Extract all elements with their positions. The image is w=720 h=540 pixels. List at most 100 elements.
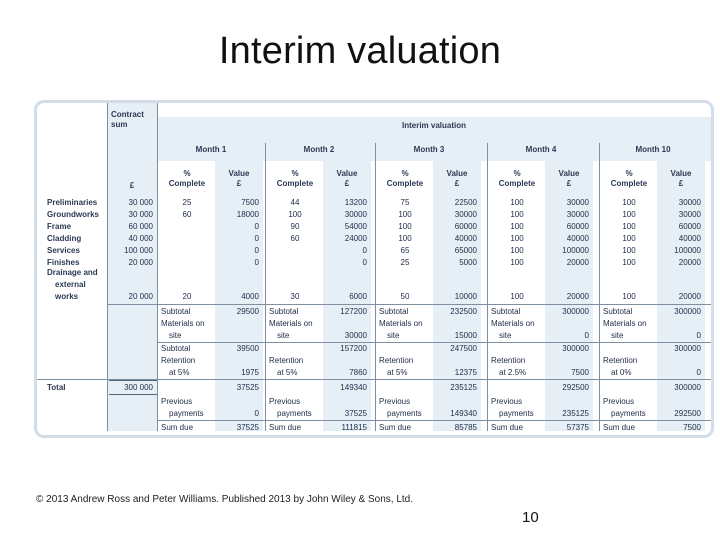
total-cell: 149340 — [340, 383, 367, 392]
pct-cell: 100 — [622, 292, 636, 301]
value-cell: 30000 — [678, 210, 701, 219]
previous-payments-cell: 0 — [254, 409, 259, 418]
pct-cell: 100 — [510, 246, 524, 255]
value-cell: 18000 — [236, 210, 259, 219]
value-cell: 24000 — [344, 234, 367, 243]
value-cell: 100000 — [674, 246, 701, 255]
sum-due-label: Sum due — [491, 423, 524, 432]
subtotal-cell: 247500 — [450, 344, 477, 353]
month-header: Month 3 — [413, 145, 445, 154]
value-cell: 40000 — [566, 234, 589, 243]
pct-cell: 100 — [622, 222, 636, 231]
retention-label: Retention — [491, 356, 526, 365]
total-cell: 37525 — [236, 383, 259, 392]
separator-line — [375, 143, 376, 431]
value-cell: 20000 — [566, 258, 589, 267]
pct-cell: 65 — [400, 246, 410, 255]
pct-cell: 100 — [288, 210, 302, 219]
sum-due-cell: 111815 — [341, 423, 367, 432]
subtotal-cell: 300000 — [674, 344, 701, 353]
value-cell: 60000 — [566, 222, 589, 231]
row-label: external — [55, 280, 86, 289]
sum-due-label: Sum due — [269, 423, 302, 432]
row-label: Groundworks — [47, 210, 100, 219]
value-cell: 10000 — [454, 292, 477, 301]
separator-line — [599, 143, 600, 431]
value-cell: 0 — [362, 258, 367, 267]
separator-line — [487, 143, 488, 431]
pct-cell: 100 — [510, 234, 524, 243]
value-column-band — [545, 161, 593, 431]
value-cell: 30000 — [344, 210, 367, 219]
row-separator — [157, 342, 711, 343]
pct-complete-header: Complete — [386, 179, 424, 188]
value-cell: 40000 — [678, 234, 701, 243]
subtotal-cell: 300000 — [562, 344, 589, 353]
value-header: £ — [454, 179, 460, 188]
pct-cell: 100 — [510, 210, 524, 219]
pct-cell: 100 — [622, 234, 636, 243]
value-cell: 100000 — [562, 246, 589, 255]
row-separator — [157, 420, 711, 421]
materials-cell: 30000 — [344, 331, 367, 340]
page-number: 10 — [522, 509, 539, 526]
previous-payments-label: Previous — [269, 397, 301, 406]
subtotal-cell: 157200 — [340, 344, 367, 353]
pct-complete-header: % — [183, 169, 191, 178]
row-label: works — [55, 292, 79, 301]
value-cell: 22500 — [454, 198, 477, 207]
materials-label: site — [387, 331, 400, 340]
pct-complete-header: Complete — [276, 179, 314, 188]
subtotal-label: Subtotal — [491, 307, 521, 316]
value-cell: 40000 — [454, 234, 477, 243]
retention-cell: 1975 — [241, 368, 259, 377]
previous-payments-label: payments — [169, 409, 204, 418]
contract-sum-cell: 40 000 — [128, 234, 153, 243]
value-cell: 4000 — [241, 292, 259, 301]
retention-label: at 2.5% — [499, 368, 527, 377]
value-cell: 13200 — [344, 198, 367, 207]
month-header: Month 1 — [195, 145, 227, 154]
pct-cell: 100 — [510, 258, 524, 267]
sum-due-label: Sum due — [379, 423, 412, 432]
value-cell: 30000 — [566, 210, 589, 219]
value-header: Value — [670, 169, 692, 178]
pct-cell: 100 — [622, 246, 636, 255]
value-cell: 0 — [362, 246, 367, 255]
value-header: Value — [558, 169, 580, 178]
value-column-band — [433, 161, 481, 431]
materials-label: Materials on — [269, 319, 313, 328]
subtotal-label: Subtotal — [379, 307, 409, 316]
pct-cell: 25 — [400, 258, 410, 267]
subtotal-cell: 300000 — [674, 307, 701, 316]
pct-cell: 100 — [510, 222, 524, 231]
retention-label: Retention — [161, 356, 196, 365]
previous-payments-label: payments — [277, 409, 312, 418]
previous-payments-label: Previous — [161, 397, 193, 406]
pct-cell: 60 — [182, 210, 192, 219]
pct-cell: 20 — [182, 292, 192, 301]
materials-label: site — [169, 331, 182, 340]
contract-sum-header: sum — [111, 120, 128, 129]
row-label: Cladding — [47, 234, 82, 243]
retention-label: at 5% — [387, 368, 408, 377]
materials-label: Materials on — [603, 319, 647, 328]
sum-due-label: Sum due — [161, 423, 194, 432]
materials-cell: 0 — [584, 331, 589, 340]
pct-complete-header: % — [291, 169, 299, 178]
value-cell: 0 — [254, 246, 259, 255]
subtotal-cell: 232500 — [450, 307, 477, 316]
row-label: Finishes — [47, 258, 80, 267]
materials-label: Materials on — [491, 319, 535, 328]
subtotal-cell: 127200 — [340, 307, 367, 316]
pct-cell: 100 — [398, 210, 412, 219]
row-label: Services — [47, 246, 80, 255]
contract-sum-cell: 20 000 — [128, 258, 153, 267]
previous-payments-label: payments — [499, 409, 534, 418]
retention-cell: 7500 — [571, 368, 589, 377]
row-label: Preliminaries — [47, 198, 98, 207]
retention-label: at 5% — [277, 368, 298, 377]
retention-cell: 12375 — [454, 368, 477, 377]
value-cell: 20000 — [678, 258, 701, 267]
sum-due-cell: 57375 — [566, 423, 589, 432]
